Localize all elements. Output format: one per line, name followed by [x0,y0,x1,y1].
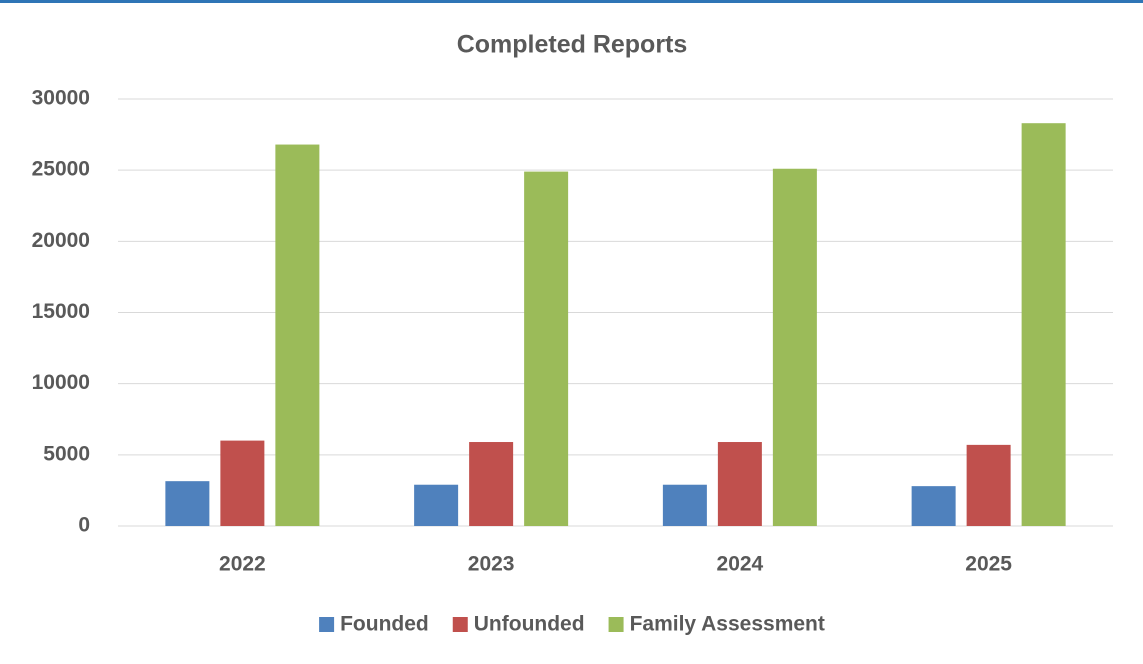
bar [220,440,265,526]
x-tick-label: 2025 [965,553,1012,576]
y-tick-label: 0 [78,514,90,537]
bar [165,481,210,526]
x-tick-label: 2022 [219,553,266,576]
bar [772,168,817,526]
bar [275,144,320,526]
y-tick-label: 5000 [43,442,90,465]
legend-swatch [452,617,468,632]
legend-swatch [608,617,624,632]
bar [524,171,569,526]
bar [911,486,956,526]
y-tick-label: 20000 [32,229,90,252]
y-tick-label: 15000 [32,300,90,323]
top-border [0,0,1143,3]
bar [414,484,459,526]
y-tick-label: 30000 [32,87,90,110]
bar [966,444,1011,526]
bar [662,484,707,526]
legend-label: Unfounded [474,613,585,636]
legend-label: Family Assessment [630,613,825,636]
x-tick-label: 2024 [717,553,764,576]
bar [1021,123,1066,527]
bar [469,442,514,526]
chart-title: Completed Reports [457,31,688,59]
y-tick-label: 25000 [32,158,90,181]
bar [717,442,762,526]
y-tick-label: 10000 [32,371,90,394]
legend-label: Founded [340,613,429,636]
x-tick-label: 2023 [468,553,515,576]
legend-swatch [319,617,335,632]
